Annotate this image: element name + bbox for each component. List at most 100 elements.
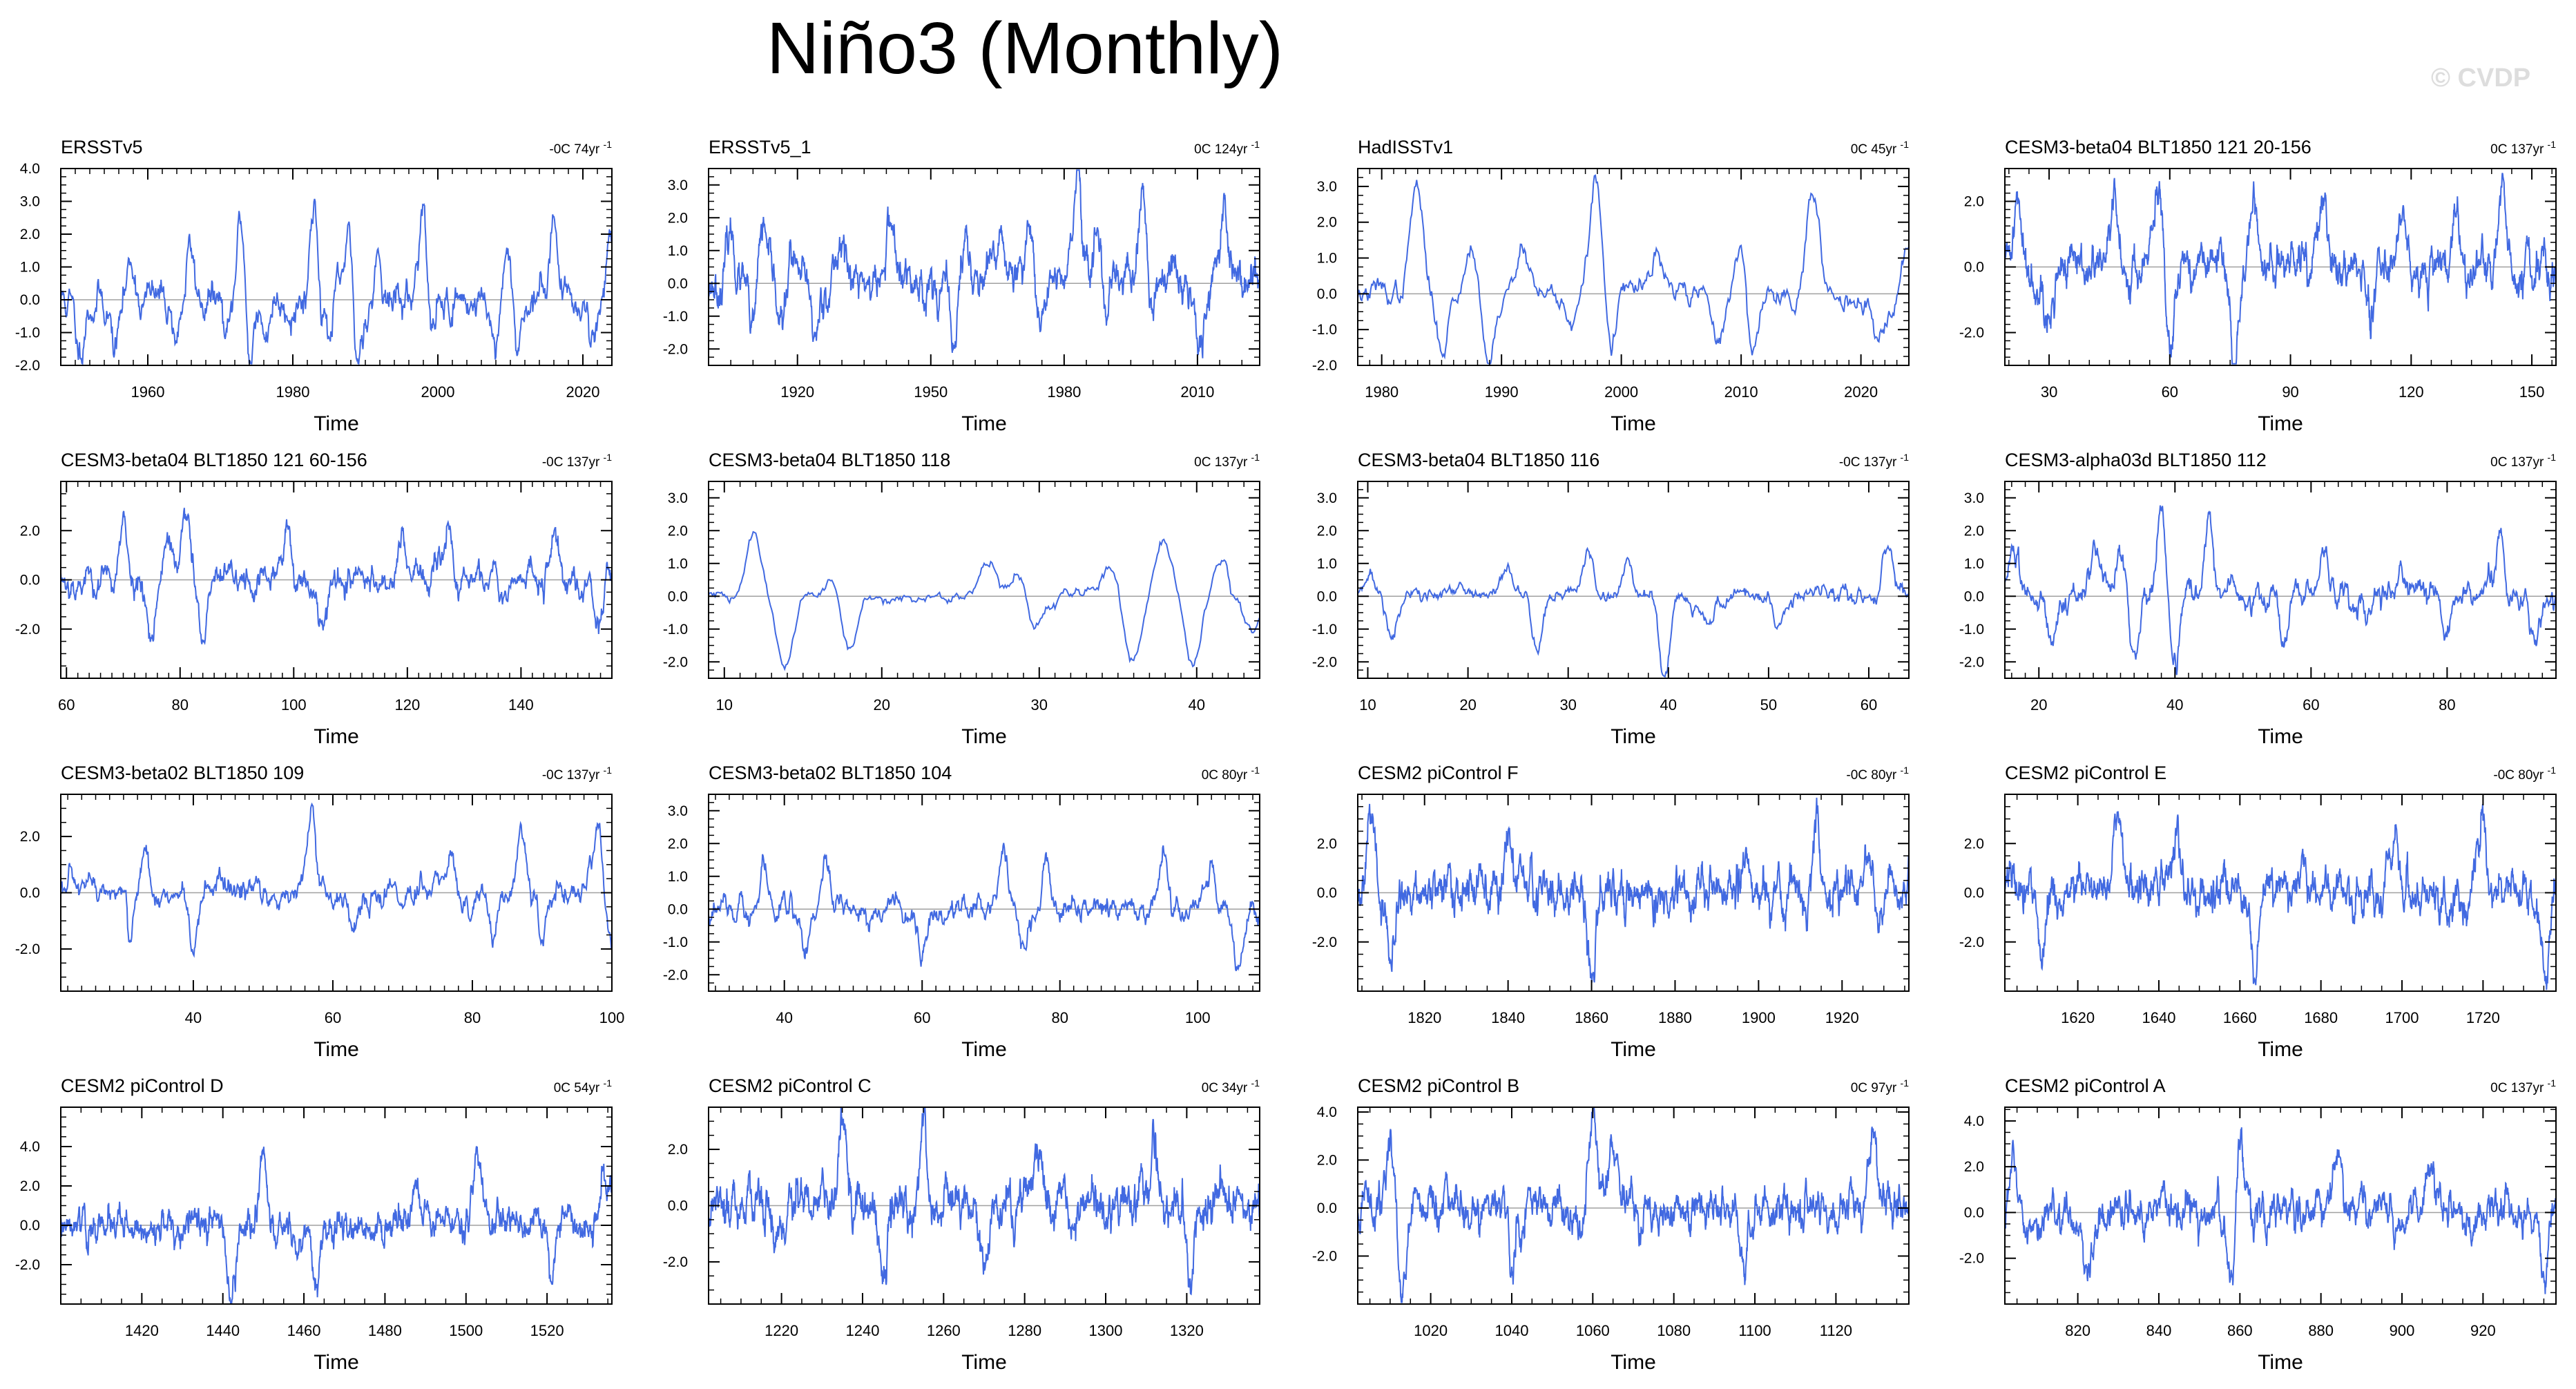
y-tick-label: 0.0 [20,885,40,901]
y-tick-label: 2.0 [668,210,688,226]
y-tick-label: 2.0 [668,1142,688,1158]
x-axis-title: Time [2258,412,2303,435]
y-tick-label: 1.0 [1964,556,1984,572]
series-line [60,508,613,645]
x-tick-label: 1920 [1825,1009,1859,1026]
y-tick-label: 0.0 [1964,260,1984,276]
y-tick-label: 2.0 [1317,1152,1337,1168]
plot-frame [708,168,1260,366]
y-tick-label: 0.0 [1317,286,1337,302]
series-line [708,843,1260,972]
trend-label: 0C 137yr -1 [2490,452,2556,470]
chart-panel-7: CESM3-beta04 BLT1850 116 -0C 137yr -1 -2.0… [1312,450,1910,748]
x-axis-title: Time [961,1038,1007,1061]
y-tick-label: 0.0 [20,1218,40,1234]
y-tick-label: 1.0 [1317,556,1337,572]
y-tick-label: 4.0 [1964,1113,1984,1129]
y-tick-label: 0.0 [1317,885,1337,901]
x-tick-label: 30 [1031,696,1048,713]
x-tick-label: 80 [172,696,189,713]
x-tick-label: 100 [599,1009,625,1026]
chart-panel-3: HadISSTv1 0C 45yr -1 -2.0 -1.0 0.0 1.0 2.0 3.0 1… [1312,137,1910,435]
watermark: © CVDP [2431,64,2531,93]
x-tick-label: 100 [281,696,307,713]
x-tick-label: 20 [2030,696,2047,713]
y-tick-label: 3.0 [20,194,40,210]
panel-title: ERSSTv5_1 [709,137,811,157]
panel-title: CESM3-beta02 BLT1850 109 [61,763,304,783]
y-tick-label: 2.0 [1964,1159,1984,1175]
x-tick-label: 2000 [421,383,455,401]
y-tick-label: -1.0 [1312,622,1337,638]
y-tick-label: 0.0 [20,292,40,308]
y-tick-label: 3.0 [1964,490,1984,506]
y-tick-label: -2.0 [1312,1248,1337,1264]
x-tick-label: 1020 [1414,1322,1448,1339]
y-tick-label: 2.0 [1964,523,1984,539]
x-tick-label: 1480 [368,1322,402,1339]
chart-panel-9: CESM3-beta02 BLT1850 109 -0C 137yr -1 -2.0… [15,763,625,1061]
x-tick-label: 80 [464,1009,481,1026]
y-tick-label: -2.0 [1959,325,1984,341]
trend-label: -0C 137yr -1 [542,765,612,783]
x-tick-label: 1660 [2223,1009,2257,1026]
x-tick-label: 1920 [780,383,814,401]
series-line [2004,505,2557,676]
x-axis-title: Time [961,725,1007,748]
x-tick-label: 1880 [1658,1009,1692,1026]
x-tick-label: 1320 [1170,1322,1204,1339]
y-tick-label: -2.0 [663,654,688,670]
x-tick-label: 80 [1051,1009,1068,1026]
x-axis-title: Time [1611,412,1656,435]
chart-panel-5: CESM3-beta04 BLT1850 121 60-156 -0C 137yr… [15,450,613,748]
x-tick-label: 40 [185,1009,202,1026]
page-title: Niño3 (Monthly) [766,8,1284,89]
series-line [1357,544,1910,678]
chart-panel-2: ERSSTv5_1 0C 124yr -1 -2.0 -1.0 0.0 1.0 2.0 3.0… [663,137,1260,435]
x-tick-label: 2020 [566,383,600,401]
x-tick-label: 60 [325,1009,341,1026]
x-tick-label: 2010 [1724,383,1758,401]
panel-title: CESM3-beta04 BLT1850 121 20-156 [2005,137,2311,157]
plot-frame [1357,168,1910,366]
y-tick-label: -2.0 [663,341,688,357]
x-axis-title: Time [2258,725,2303,748]
x-tick-label: 140 [508,696,534,713]
y-tick-label: 2.0 [20,523,40,539]
series-line [2004,173,2557,365]
x-tick-label: 90 [2282,383,2298,401]
y-tick-label: 1.0 [20,260,40,276]
x-axis-title: Time [314,412,359,435]
x-tick-label: 20 [874,696,890,713]
x-axis-title: Time [961,412,1007,435]
y-tick-label: -1.0 [663,622,688,638]
x-tick-label: 1960 [131,383,165,401]
y-tick-label: -1.0 [663,309,688,325]
y-tick-label: -2.0 [1959,654,1984,670]
y-tick-label: 2.0 [1317,836,1337,852]
x-tick-label: 60 [1861,696,1877,713]
x-tick-label: 2010 [1180,383,1214,401]
x-tick-label: 1440 [206,1322,240,1339]
x-axis-title: Time [1611,1351,1656,1374]
y-tick-label: 0.0 [668,1198,688,1214]
y-tick-label: 0.0 [1317,588,1337,604]
x-axis-title: Time [2258,1038,2303,1061]
x-tick-label: 1640 [2142,1009,2175,1026]
y-tick-label: 0.0 [668,276,688,291]
trend-label: -0C 137yr -1 [542,452,612,470]
y-tick-label: -2.0 [15,358,40,374]
trend-label: -0C 80yr -1 [2493,765,2556,783]
trend-label: 0C 137yr -1 [2490,1077,2556,1095]
x-tick-label: 10 [716,696,733,713]
panel-title: CESM2 piControl E [2005,763,2166,783]
x-tick-label: 1420 [125,1322,159,1339]
x-tick-label: 1700 [2385,1009,2419,1026]
trend-label: 0C 80yr -1 [1202,765,1260,783]
chart-panel-6: CESM3-beta04 BLT1850 118 0C 137yr -1 -2.0 -… [663,450,1260,748]
x-tick-label: 1240 [845,1322,879,1339]
trend-label: 0C 97yr -1 [1851,1077,1909,1095]
x-tick-label: 120 [394,696,420,713]
y-tick-label: 2.0 [1964,194,1984,210]
